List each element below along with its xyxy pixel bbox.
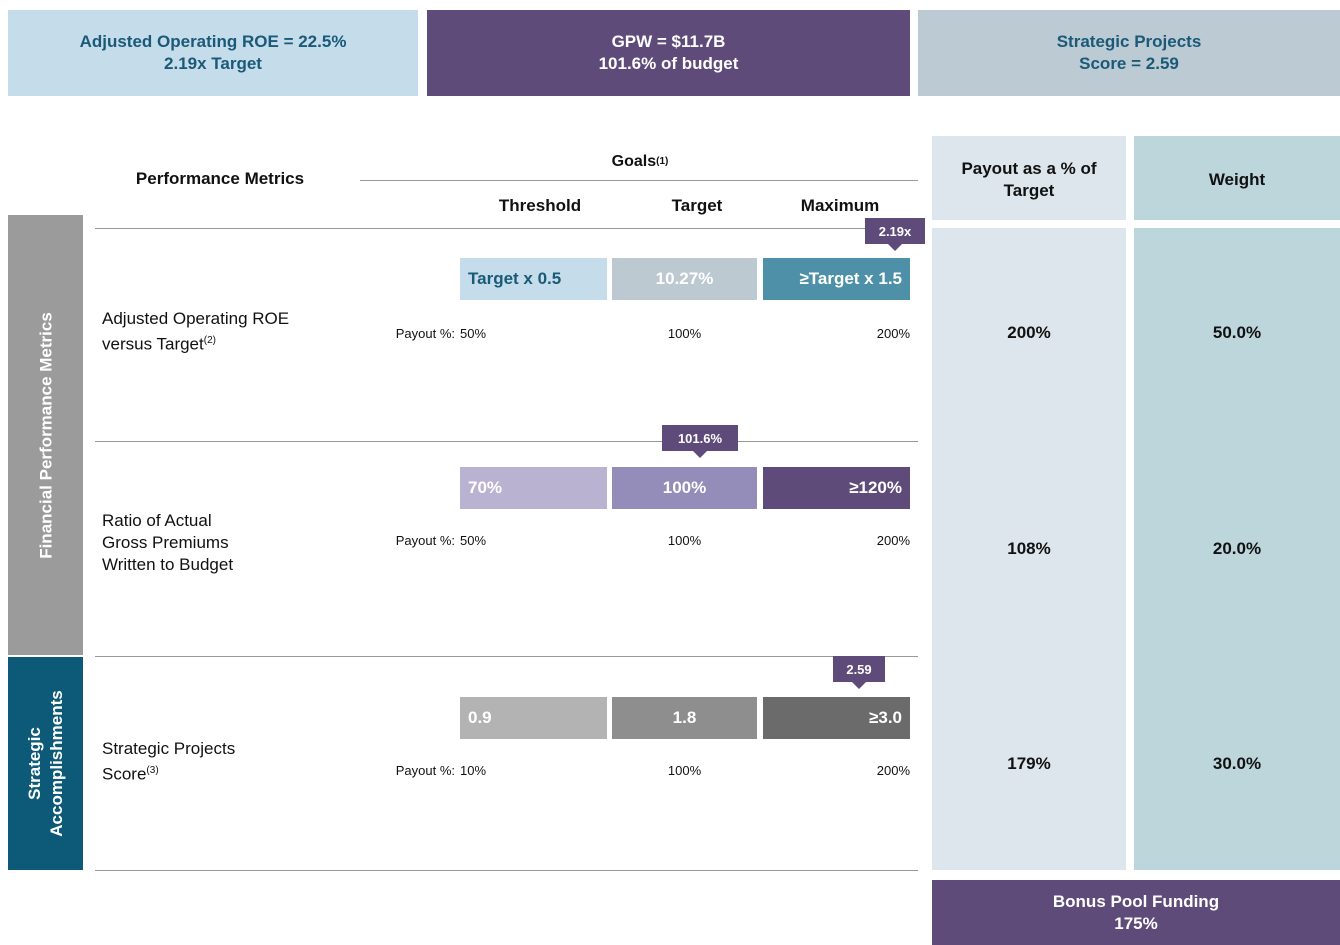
payout-column [932, 228, 1126, 870]
summary-line: GPW = $11.7B [611, 32, 726, 51]
actual-callout: 101.6% [662, 425, 738, 451]
callout-pointer [693, 451, 707, 458]
goal-segment: ≥Target x 1.5 [763, 258, 910, 300]
rule [95, 870, 918, 871]
payout-level: 100% [667, 533, 702, 548]
weight-value: 50.0% [1212, 323, 1262, 342]
weight-value: 30.0% [1212, 754, 1262, 773]
payout-level: 100% [667, 326, 702, 341]
callout-pointer [888, 244, 902, 251]
rule [95, 441, 918, 442]
goals-text: Goals [611, 153, 657, 170]
metric-label: Strategic Projects Score(3) [102, 738, 235, 786]
label-line: Gross Premiums [102, 532, 233, 554]
header-text: Weight [1208, 170, 1266, 189]
payout-level: 100% [667, 763, 702, 778]
goal-segment: 10.27% [612, 258, 757, 300]
goal-segment: 70% [460, 467, 607, 509]
label-note: (3) [146, 765, 159, 776]
label-line: Score(3) [102, 760, 235, 786]
goal-segment: Target x 0.5 [460, 258, 607, 300]
weight-header: Weight [1134, 150, 1340, 210]
weight-header-bg [1134, 136, 1340, 220]
summary-line: 101.6% of budget [598, 54, 739, 73]
payout-label: Payout %: [395, 533, 455, 548]
summary-line: 2.19x Target [164, 54, 262, 73]
summary-line: Score = 2.59 [1079, 54, 1179, 73]
payout-value: 179% [1007, 754, 1051, 773]
actual-callout: 2.19x [865, 218, 925, 244]
goal-segment: 100% [612, 467, 757, 509]
label-line: Written to Budget [102, 554, 233, 576]
goals-header: Goals (1) [560, 150, 720, 174]
payout-header-bg [932, 136, 1126, 220]
group-bar [8, 657, 83, 870]
level: Maximum [800, 196, 880, 215]
label-text: Adjusted Operating ROE [102, 309, 290, 328]
metric-label: Adjusted Operating ROE versus Target(2) [102, 308, 289, 356]
payout-level: 200% [876, 326, 910, 341]
summary-line: Strategic Projects [1056, 32, 1202, 51]
group-label: Strategic Accomplishments [24, 690, 66, 837]
metric-label: Ratio of Actual Gross Premiums Written to … [102, 510, 233, 576]
label-line: Ratio of Actual [102, 510, 233, 532]
label-line: Adjusted Operating ROE [102, 308, 289, 330]
label-text: Written to Budget [102, 555, 234, 574]
payout-level: 10% [460, 763, 487, 778]
payout-header: Payout as a % of Target [932, 150, 1126, 210]
label-text: Strategic Projects [102, 739, 236, 758]
goals-note: (1) [656, 156, 669, 167]
label-line: versus Target(2) [102, 330, 289, 356]
payout-level: 50% [460, 326, 487, 341]
payout-level: 200% [876, 533, 910, 548]
weight-column [1134, 228, 1340, 870]
payout-value: 200% [1007, 323, 1051, 342]
summary-box: Adjusted Operating ROE = 22.5% 2.19x Targ… [8, 10, 418, 96]
label-text: Gross Premiums [102, 533, 229, 552]
payout-level: 200% [876, 763, 910, 778]
header-line: Target [1003, 181, 1055, 200]
summary-line: Adjusted Operating ROE = 22.5% [79, 32, 347, 51]
label-line: Strategic Projects [102, 738, 235, 760]
group-bar [8, 215, 83, 655]
header-line: Payout as a % of [961, 159, 1097, 178]
summary-box: GPW = $11.7B 101.6% of budget [427, 10, 910, 96]
payout-level: 50% [460, 533, 487, 548]
level: Threshold [498, 196, 582, 215]
rule [95, 656, 918, 657]
label-text: Ratio of Actual [102, 511, 212, 530]
label-text: Score [102, 764, 147, 784]
group-label: Financial Performance Metrics [36, 312, 55, 559]
metric-header: Performance Metrics [135, 169, 305, 188]
goal-segment: 1.8 [612, 697, 757, 739]
level: Target [671, 196, 723, 215]
weight-value: 20.0% [1212, 539, 1262, 558]
goal-segment: ≥120% [763, 467, 910, 509]
actual-callout: 2.59 [833, 656, 885, 682]
bonus-line: 175% [1114, 913, 1158, 933]
goal-segment: ≥3.0 [763, 697, 910, 739]
rule [360, 180, 918, 181]
payout-label: Payout %: [395, 763, 455, 778]
callout-pointer [852, 682, 866, 689]
label-text: versus Target [102, 334, 204, 354]
rule [95, 228, 918, 229]
payout-value: 108% [1007, 539, 1051, 558]
bonus-box: Bonus Pool Funding 175% [932, 880, 1340, 945]
bonus-line: Bonus Pool Funding [1052, 891, 1220, 911]
label-note: (2) [203, 335, 216, 346]
goal-segment: 0.9 [460, 697, 607, 739]
summary-box: Strategic Projects Score = 2.59 [918, 10, 1340, 96]
payout-label: Payout %: [395, 326, 455, 341]
